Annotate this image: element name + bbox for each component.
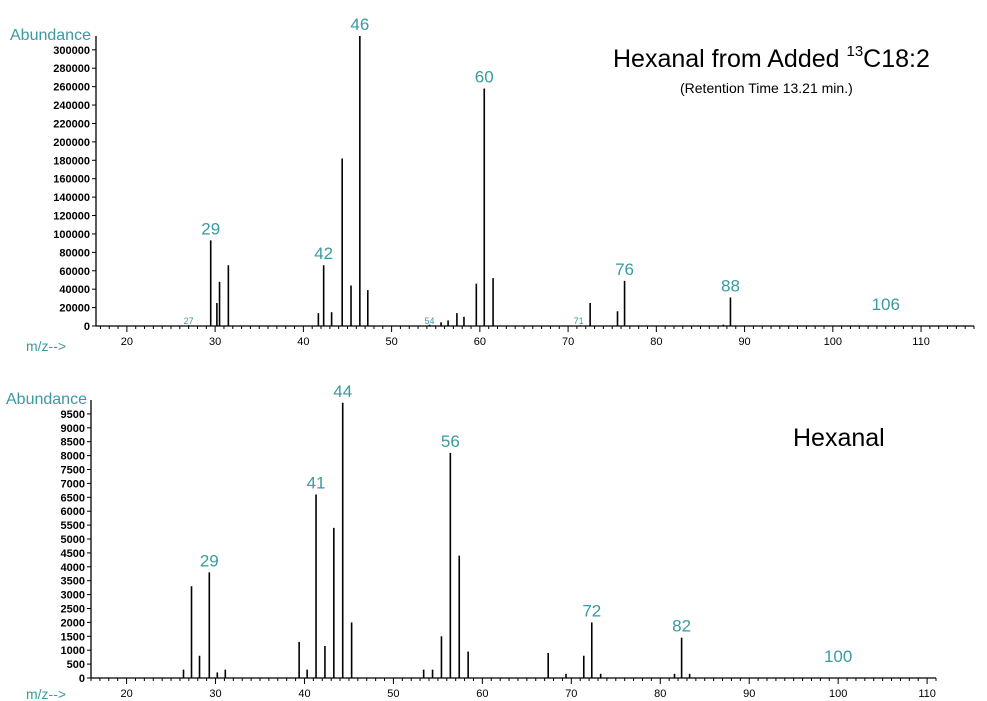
y-tick-label: 3500 bbox=[61, 576, 85, 588]
y-tick-label: 2500 bbox=[61, 604, 85, 616]
chart-title: Hexanal bbox=[793, 424, 885, 452]
y-tick-label: 5000 bbox=[61, 534, 85, 546]
x-tick-label: 60 bbox=[476, 688, 488, 700]
y-tick-label: 2000 bbox=[61, 617, 85, 629]
y-tick-label: 40000 bbox=[59, 284, 90, 296]
y-tick-label: 6500 bbox=[61, 492, 85, 504]
peak-label: 44 bbox=[333, 382, 352, 401]
y-tick-label: 7500 bbox=[61, 465, 85, 477]
peak-label: 88 bbox=[721, 276, 740, 295]
y-tick-label: 8000 bbox=[61, 451, 85, 463]
x-tick-label: 20 bbox=[120, 688, 132, 700]
x-tick-label: 90 bbox=[743, 688, 755, 700]
x-tick-label: 30 bbox=[209, 336, 221, 348]
y-tick-label: 0 bbox=[79, 673, 85, 685]
y-tick-label: 1500 bbox=[61, 631, 85, 643]
y-tick-label: 4500 bbox=[61, 548, 85, 560]
y-tick-label: 220000 bbox=[53, 118, 90, 130]
y-tick-label: 240000 bbox=[53, 100, 90, 112]
peak-label: 42 bbox=[314, 244, 333, 263]
peak-label: 29 bbox=[200, 551, 219, 570]
y-tick-label: 260000 bbox=[53, 82, 90, 94]
y-axis-label: Abundance bbox=[10, 27, 91, 44]
x-tick-label: 90 bbox=[738, 336, 750, 348]
y-tick-label: 1000 bbox=[61, 645, 85, 657]
y-tick-label: 9500 bbox=[61, 409, 85, 421]
x-tick-label: 110 bbox=[918, 688, 936, 700]
y-tick-label: 140000 bbox=[53, 192, 90, 204]
peak-label: 60 bbox=[475, 67, 494, 86]
peak-bars bbox=[182, 402, 691, 678]
peak-bars bbox=[187, 36, 732, 326]
x-ticks: 20 30 40 50 60 70 80 90 100 110 bbox=[90, 678, 937, 700]
peak-label-minor: 54 bbox=[425, 316, 435, 326]
peak-labels: 29 41 44 56 72 82 100 bbox=[200, 382, 853, 666]
y-tick-label: 160000 bbox=[53, 174, 90, 186]
x-axis-label: m/z--> bbox=[26, 686, 66, 701]
peak-label: 46 bbox=[350, 15, 369, 34]
x-tick-label: 40 bbox=[297, 336, 309, 348]
x-ticks: 20 30 40 50 60 70 80 90 100 110 bbox=[99, 326, 975, 348]
x-tick-label: 70 bbox=[562, 336, 574, 348]
y-tick-label: 20000 bbox=[59, 303, 90, 315]
y-tick-label: 300000 bbox=[53, 45, 90, 57]
peak-label-minor: 71 bbox=[574, 316, 584, 326]
chart-title: Hexanal from Added 13C18:2 bbox=[613, 43, 930, 73]
peak-label: 29 bbox=[201, 219, 220, 238]
title-text: Hexanal from Added 13C18:2 bbox=[613, 43, 930, 73]
y-tick-label: 80000 bbox=[59, 247, 90, 259]
y-tick-label: 3000 bbox=[61, 590, 85, 602]
y-tick-label: 120000 bbox=[53, 211, 90, 223]
peak-label: 106 bbox=[872, 295, 900, 314]
peak-label: 76 bbox=[615, 260, 634, 279]
chart-subtitle: (Retention Time 13.21 min.) bbox=[680, 80, 853, 96]
y-tick-label: 60000 bbox=[59, 266, 90, 278]
y-tick-label: 0 bbox=[84, 321, 90, 333]
y-tick-label: 280000 bbox=[53, 63, 90, 75]
y-ticks: 0 20000 40000 60000 80000 100000 120000 140000 1… bbox=[53, 45, 96, 333]
x-tick-label: 80 bbox=[650, 336, 662, 348]
peak-labels: 29 42 46 60 76 88 106 27 54 71 bbox=[184, 15, 900, 326]
y-tick-label: 180000 bbox=[53, 155, 90, 167]
x-axis-label: m/z--> bbox=[26, 338, 66, 354]
y-tick-label: 500 bbox=[67, 659, 85, 671]
peak-label: 41 bbox=[307, 474, 326, 493]
y-tick-label: 9000 bbox=[61, 423, 85, 435]
x-tick-label: 60 bbox=[474, 336, 486, 348]
x-tick-label: 40 bbox=[298, 688, 310, 700]
y-tick-label: 200000 bbox=[53, 137, 90, 149]
peak-label: 72 bbox=[582, 601, 601, 620]
peak-label: 56 bbox=[441, 432, 460, 451]
peak-label: 82 bbox=[672, 617, 691, 636]
x-tick-label: 100 bbox=[824, 336, 842, 348]
y-tick-label: 8500 bbox=[61, 437, 85, 449]
x-tick-label: 80 bbox=[654, 688, 666, 700]
x-tick-label: 20 bbox=[121, 336, 133, 348]
y-tick-label: 5500 bbox=[61, 520, 85, 532]
peak-label-minor: 27 bbox=[184, 316, 194, 326]
y-axis-label: Abundance bbox=[6, 391, 87, 408]
x-tick-label: 70 bbox=[565, 688, 577, 700]
mass-spectrum-top: Abundance m/z--> Hexanal from Added 13C1… bbox=[10, 15, 975, 354]
mass-spectrum-bottom: Abundance m/z--> Hexanal 050010001500200… bbox=[6, 382, 937, 701]
y-tick-label: 100000 bbox=[53, 229, 90, 241]
x-tick-label: 30 bbox=[209, 688, 221, 700]
x-tick-label: 50 bbox=[385, 336, 397, 348]
y-tick-label: 6000 bbox=[61, 506, 85, 518]
x-tick-label: 100 bbox=[829, 688, 847, 700]
y-tick-label: 4000 bbox=[61, 562, 85, 574]
peak-label: 100 bbox=[824, 647, 852, 666]
x-tick-label: 110 bbox=[912, 336, 930, 348]
y-tick-label: 7000 bbox=[61, 478, 85, 490]
x-tick-label: 50 bbox=[387, 688, 399, 700]
